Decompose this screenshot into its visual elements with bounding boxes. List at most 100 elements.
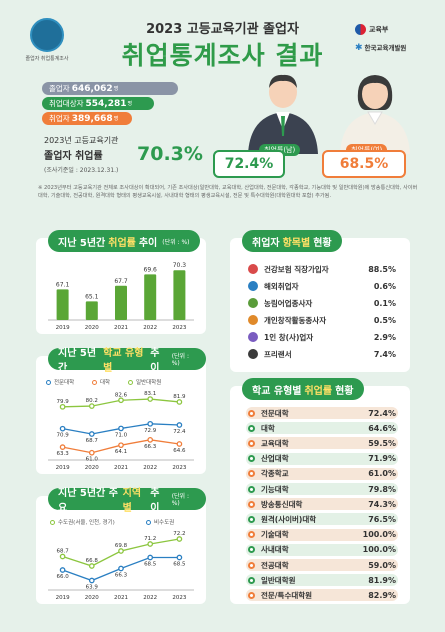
- school-value: 79.8%: [368, 484, 396, 494]
- male-figure-icon: [248, 74, 318, 154]
- trend-unit: (단위 : %): [162, 238, 190, 246]
- point: [147, 436, 154, 443]
- rate-caption: 2023년 고등교육기관: [44, 136, 119, 145]
- point: [118, 565, 124, 572]
- bullet-icon: [248, 424, 255, 432]
- data-label: 64.6: [173, 448, 186, 454]
- tick-label: 2019: [56, 595, 70, 601]
- legend-label: 비수도권: [154, 520, 175, 526]
- type-unit: (단위 : %): [171, 353, 189, 367]
- row-highlight: [246, 498, 398, 511]
- type-title-pre: 지난 5년간: [58, 348, 97, 374]
- school-panel: 학교 유형별 취업률 현황 전문대학 72.4% 대학 64.6% 교육대학 59.5% 산업대…: [230, 378, 410, 604]
- point: [176, 554, 183, 561]
- point: [88, 403, 95, 409]
- region-line-chart: 2019 2020 2021 2022 2023 68.7 66.8 69.8 71.2 72.2…: [48, 531, 194, 601]
- school-value: 64.6%: [368, 423, 396, 433]
- male-rate-value: 72.4%: [224, 156, 274, 172]
- point: [118, 442, 124, 449]
- school-title-post: 현황: [335, 385, 354, 397]
- graduates-value: 646,062: [71, 83, 113, 94]
- bullet-icon: [248, 409, 255, 417]
- row-highlight: [246, 543, 398, 556]
- school-label: 방송통신대학: [261, 499, 303, 509]
- data-label: 66.3: [115, 573, 128, 579]
- school-label: 기능대학: [261, 484, 289, 494]
- institute-logo: ✱ 한국교육개발원: [355, 42, 406, 53]
- bar: [56, 289, 69, 320]
- school-value: 61.0%: [368, 469, 396, 479]
- school-label: 전문대학: [261, 408, 289, 418]
- point: [118, 397, 124, 404]
- tick-label: 2020: [85, 595, 99, 601]
- item-value: 0.1%: [373, 298, 396, 308]
- trend-bar-chart: 67.1 2019 65.1 2020 67.7 2021 69.6 2022 70.3 2023: [48, 262, 194, 331]
- point: [59, 567, 66, 573]
- eligible-pill: 취업대상자 554,281 명: [42, 97, 154, 110]
- data-label: 82.6: [115, 392, 128, 398]
- tick-label: 2019: [56, 325, 70, 331]
- point: [59, 425, 66, 432]
- type-trend-title: 지난 5년간 학교 유형별 추이 (단위 : %): [48, 348, 206, 374]
- tick-label: 2023: [172, 325, 186, 331]
- tick-label: 2019: [56, 465, 70, 471]
- school-row: 방송통신대학 74.3%: [246, 497, 398, 511]
- eligible-unit: 명: [127, 101, 133, 107]
- point: [147, 396, 154, 402]
- school-row: 사내대학 100.0%: [246, 543, 398, 557]
- point: [59, 403, 66, 410]
- data-label: 67.7: [114, 278, 128, 285]
- row-highlight: [246, 452, 398, 465]
- school-row: 일반대학원 81.9%: [246, 573, 398, 587]
- school-row: 전문대학 72.4%: [246, 406, 398, 420]
- legend-item: 대학: [92, 378, 110, 386]
- item-value: 2.9%: [373, 332, 396, 342]
- row-highlight: [246, 467, 398, 480]
- tick-label: 2021: [114, 325, 128, 331]
- data-label: 68.7: [56, 549, 69, 555]
- items-title-pre: 취업자: [252, 237, 280, 249]
- school-value: 72.4%: [368, 408, 396, 418]
- trend-panel: 지난 5년간 취업률 추이 (단위 : %) 67.1 2019 65.1 2020 67.7…: [36, 230, 206, 334]
- institute-name: 한국교육개발원: [364, 44, 407, 52]
- bullet-icon: [248, 439, 255, 447]
- data-label: 80.2: [86, 398, 98, 404]
- male-rate-box: 72.4%: [213, 150, 285, 178]
- school-row: 기능대학 79.8%: [246, 482, 398, 496]
- page-subtitle: 2023 고등교육기관 졸업자: [146, 22, 299, 37]
- school-label: 각종학교: [261, 469, 289, 479]
- tick-label: 2022: [143, 595, 157, 601]
- employed-label: 취업자: [49, 114, 70, 123]
- item-label: 프리랜서: [264, 349, 292, 359]
- row-highlight: [246, 437, 398, 450]
- data-label: 64.1: [115, 449, 127, 455]
- legend-label: 일반대학원: [136, 380, 162, 386]
- point: [147, 541, 154, 547]
- item-label: 개인창작활동종사자: [264, 315, 327, 325]
- type-trend-panel: 지난 5년간 학교 유형별 추이 (단위 : %) 전문대학 대학 일반대학원 201…: [36, 348, 206, 474]
- school-label: 전공대학: [261, 560, 289, 570]
- row-highlight: [246, 422, 398, 435]
- item-value: 0.5%: [373, 315, 396, 325]
- hospital-icon: [248, 264, 258, 274]
- point: [59, 553, 66, 560]
- school-value: 82.9%: [368, 590, 396, 600]
- tick-label: 2021: [114, 465, 128, 471]
- bullet-icon: [248, 546, 255, 554]
- row-highlight: [246, 528, 398, 541]
- item-row: 개인창작활동종사자 0.5%: [248, 313, 396, 327]
- point: [88, 449, 95, 456]
- row-highlight: [246, 589, 398, 602]
- point: [176, 536, 183, 542]
- school-row: 산업대학 71.9%: [246, 452, 398, 466]
- point: [176, 441, 183, 447]
- school-row: 전공대학 59.0%: [246, 558, 398, 572]
- legend-item: 일반대학원: [128, 378, 161, 386]
- region-panel: 지난 5년간 주요 지역별 추이 (단위 : %) 수도권(서울, 인천, 경기) 비…: [36, 488, 206, 604]
- school-label: 일반대학원: [261, 575, 296, 585]
- school-value: 100.0%: [362, 530, 396, 540]
- item-value: 0.6%: [373, 281, 396, 291]
- region-title-hl: 지역별: [122, 488, 142, 514]
- tick-label: 2023: [172, 465, 186, 471]
- data-label: 68.5: [144, 562, 157, 568]
